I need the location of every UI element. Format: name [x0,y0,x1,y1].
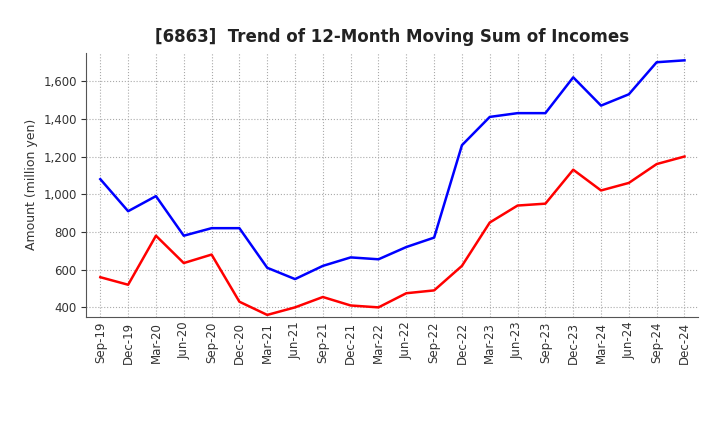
Ordinary Income [179,233,188,238]
Ordinary Income [402,244,410,249]
Ordinary Income [458,143,467,148]
Ordinary Income [485,114,494,120]
Net Income [179,260,188,266]
Ordinary Income [291,276,300,282]
Net Income [680,154,689,159]
Ordinary Income [152,194,161,199]
Net Income [374,305,383,310]
Net Income [291,305,300,310]
Line: Net Income: Net Income [100,157,685,315]
Ordinary Income [346,255,355,260]
Ordinary Income [624,92,633,97]
Net Income [597,188,606,193]
Net Income [207,252,216,257]
Ordinary Income [124,209,132,214]
Ordinary Income [569,75,577,80]
Net Income [152,233,161,238]
Ordinary Income [513,110,522,116]
Net Income [263,312,271,318]
Ordinary Income [597,103,606,108]
Ordinary Income [263,265,271,271]
Net Income [402,290,410,296]
Ordinary Income [430,235,438,240]
Net Income [318,294,327,300]
Ordinary Income [96,176,104,182]
Net Income [346,303,355,308]
Net Income [569,167,577,172]
Net Income [541,201,550,206]
Net Income [96,275,104,280]
Ordinary Income [374,257,383,262]
Ordinary Income [318,263,327,268]
Ordinary Income [207,226,216,231]
Net Income [652,161,661,167]
Ordinary Income [680,58,689,63]
Ordinary Income [235,226,243,231]
Net Income [235,299,243,304]
Net Income [513,203,522,208]
Net Income [124,282,132,287]
Net Income [485,220,494,225]
Ordinary Income [652,59,661,65]
Net Income [430,288,438,293]
Title: [6863]  Trend of 12-Month Moving Sum of Incomes: [6863] Trend of 12-Month Moving Sum of I… [156,28,629,46]
Net Income [458,263,467,268]
Ordinary Income [541,110,550,116]
Y-axis label: Amount (million yen): Amount (million yen) [24,119,37,250]
Line: Ordinary Income: Ordinary Income [100,60,685,279]
Net Income [624,180,633,186]
